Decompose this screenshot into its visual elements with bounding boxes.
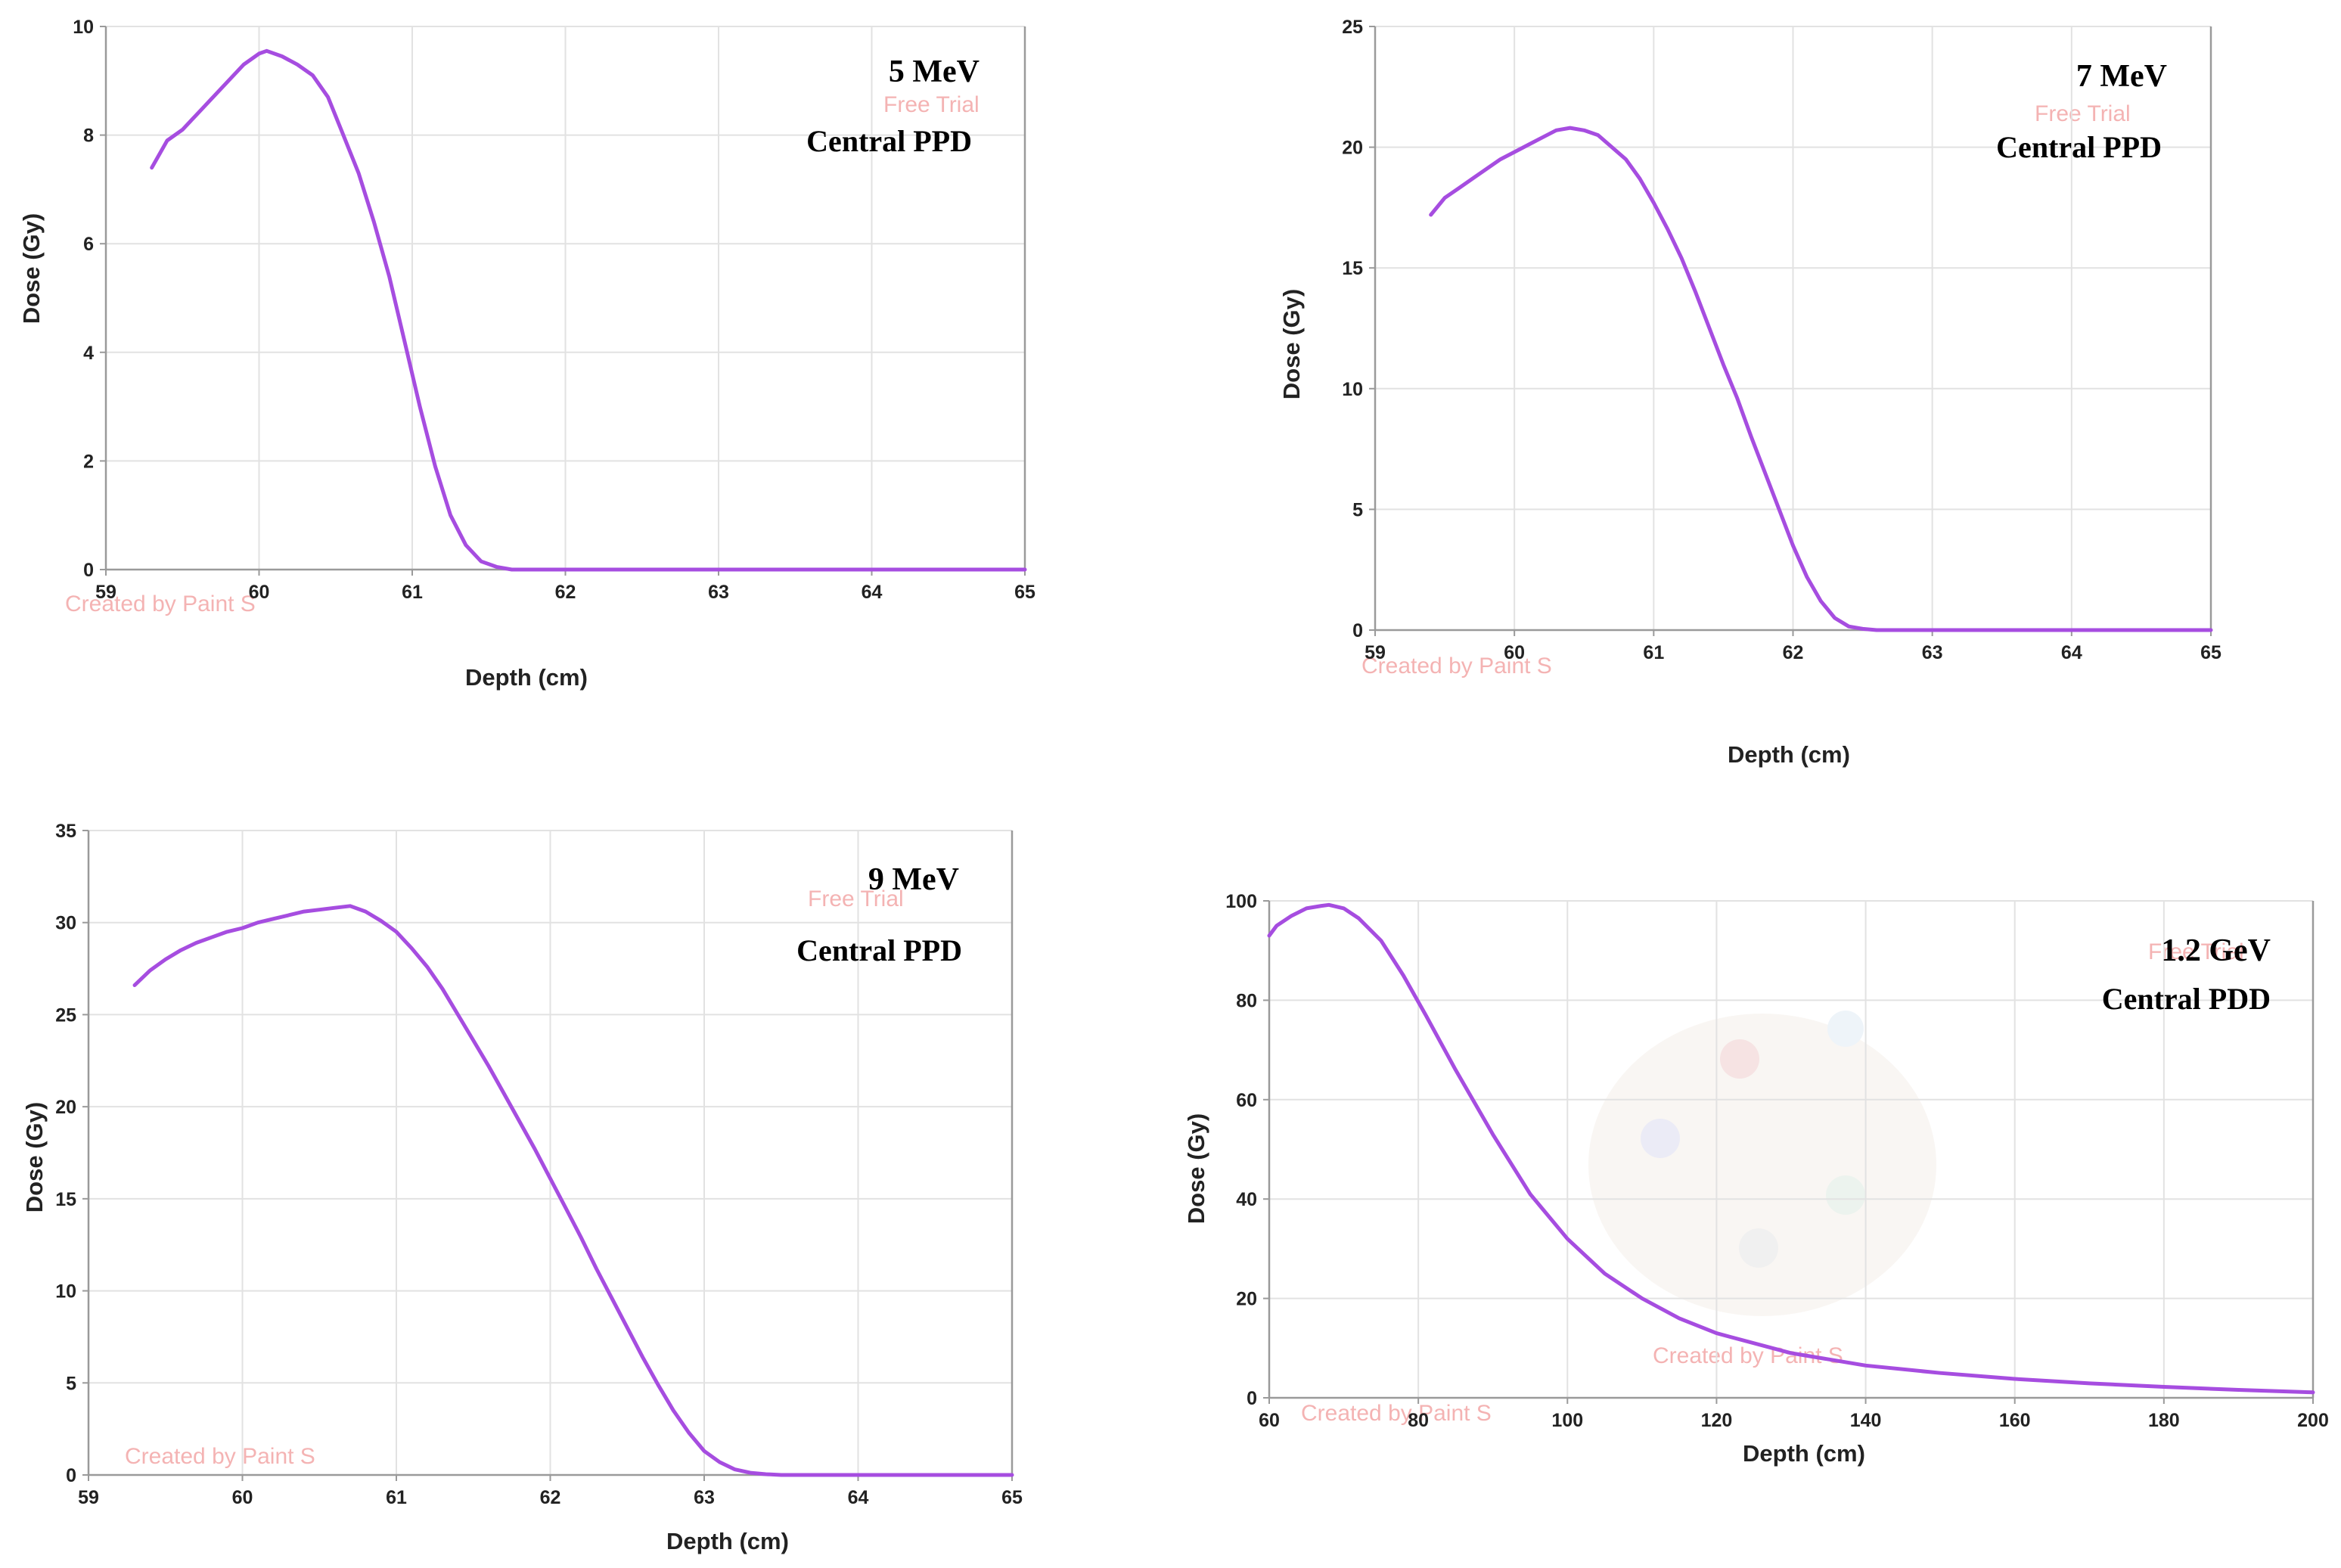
y-tick-label: 10 xyxy=(1342,379,1363,400)
chart-subtitle: Central PPD xyxy=(806,124,972,158)
x-tick-label: 200 xyxy=(2297,1410,2329,1431)
x-axis-title: Depth (cm) xyxy=(1743,1440,1865,1467)
y-tick-label: 100 xyxy=(1225,891,1257,912)
y-tick-label: 60 xyxy=(1236,1090,1257,1111)
y-axis-title: Dose (Gy) xyxy=(21,1102,48,1212)
x-tick-label: 62 xyxy=(555,582,576,603)
y-tick-label: 20 xyxy=(1342,138,1363,159)
y-tick-label: 8 xyxy=(83,126,94,147)
x-tick-label: 60 xyxy=(1259,1410,1280,1431)
x-tick-label: 59 xyxy=(95,582,116,603)
y-tick-label: 2 xyxy=(83,451,94,472)
y-tick-label: 0 xyxy=(1352,620,1363,641)
x-tick-label: 140 xyxy=(1850,1410,1882,1431)
y-tick-label: 30 xyxy=(55,913,76,934)
chart-7mev: Free Trial Created by Paint S 59 60 61 62 63… xyxy=(1278,17,2221,768)
y-tick-label: 6 xyxy=(83,234,94,255)
y-tick-label: 35 xyxy=(55,821,76,842)
chart-title: 9 MeV xyxy=(868,862,959,897)
watermark-created-by: Created by Paint S xyxy=(1301,1401,1492,1426)
x-tick-label: 160 xyxy=(1999,1410,2031,1431)
chart-subtitle: Central PPD xyxy=(1996,130,2162,164)
watermark-created-by: Created by Paint S xyxy=(1361,654,1552,678)
y-axis-title: Dose (Gy) xyxy=(18,213,45,324)
x-tick-label: 61 xyxy=(386,1487,407,1508)
y-tick-label: 15 xyxy=(55,1189,76,1210)
chart-subtitle: Central PPD xyxy=(796,933,962,967)
y-tick-label: 0 xyxy=(1247,1388,1257,1409)
x-tick-label: 61 xyxy=(1643,642,1664,663)
y-tick-label: 15 xyxy=(1342,258,1363,279)
x-tick-label: 62 xyxy=(1783,642,1804,663)
x-tick-label: 63 xyxy=(708,582,729,603)
x-tick-label: 60 xyxy=(232,1487,253,1508)
y-axis-title: Dose (Gy) xyxy=(1183,1113,1209,1224)
x-tick-label: 60 xyxy=(1504,642,1525,663)
x-tick-label: 65 xyxy=(1001,1487,1023,1508)
x-tick-label: 62 xyxy=(540,1487,561,1508)
y-tick-label: 40 xyxy=(1236,1189,1257,1210)
y-tick-label: 80 xyxy=(1236,990,1257,1011)
dose-curve-5mev xyxy=(150,48,1027,572)
chart-5mev: Free Trial Created by Paint S 59 60 61 62 63… xyxy=(18,17,1035,691)
paint-palette-watermark xyxy=(1588,1011,1936,1316)
chart-title: 5 MeV xyxy=(889,54,980,89)
chart-subtitle: Central PDD xyxy=(2102,982,2271,1016)
x-tick-label: 100 xyxy=(1551,1410,1583,1431)
y-tick-label: 0 xyxy=(83,560,94,581)
x-tick-label: 59 xyxy=(78,1487,99,1508)
dose-curve-1-2gev xyxy=(1267,902,2315,1395)
y-tick-label: 0 xyxy=(66,1465,76,1486)
y-tick-label: 10 xyxy=(73,17,94,38)
chart-1-2gev: Free Trial Created by Paint S Created by… xyxy=(1183,891,2329,1467)
watermark-free-trial: Free Trial xyxy=(808,886,904,911)
y-tick-label: 20 xyxy=(55,1097,76,1118)
y-tick-label: 5 xyxy=(66,1373,76,1394)
x-tick-label: 64 xyxy=(2061,642,2082,663)
x-tick-label: 64 xyxy=(848,1487,869,1508)
watermark-free-trial: Free Trial xyxy=(883,92,980,117)
x-tick-label: 60 xyxy=(249,582,270,603)
x-axis-title: Depth (cm) xyxy=(1728,741,1850,768)
x-tick-label: 180 xyxy=(2148,1410,2180,1431)
x-axis-title: Depth (cm) xyxy=(666,1528,789,1554)
y-tick-label: 5 xyxy=(1352,499,1363,520)
dose-curve-7mev xyxy=(1429,126,2213,632)
x-tick-label: 80 xyxy=(1408,1410,1429,1431)
x-tick-label: 64 xyxy=(862,582,883,603)
x-tick-label: 120 xyxy=(1701,1410,1733,1431)
y-tick-label: 4 xyxy=(83,343,94,364)
watermark-created-by: Created by Paint S xyxy=(125,1444,315,1469)
chart-title: 1.2 GeV xyxy=(2161,933,2271,968)
watermark-free-trial: Free Trial xyxy=(2035,101,2131,126)
chart-9mev: Free Trial Created by Paint S 59 60 61 62 63… xyxy=(21,821,1023,1554)
x-axis-title: Depth (cm) xyxy=(465,664,588,691)
x-tick-label: 59 xyxy=(1365,642,1386,663)
x-tick-label: 63 xyxy=(694,1487,715,1508)
x-tick-label: 63 xyxy=(1922,642,1943,663)
y-tick-label: 25 xyxy=(55,1004,76,1026)
y-tick-label: 20 xyxy=(1236,1289,1257,1310)
y-axis-title: Dose (Gy) xyxy=(1278,289,1305,399)
chart-title: 7 MeV xyxy=(2076,59,2167,94)
y-tick-label: 10 xyxy=(55,1281,76,1303)
y-tick-label: 25 xyxy=(1342,17,1363,38)
x-tick-label: 65 xyxy=(2200,642,2221,663)
x-tick-label: 61 xyxy=(402,582,423,603)
watermark-created-by: Created by Paint S xyxy=(65,591,256,616)
x-tick-label: 65 xyxy=(1014,582,1035,603)
dose-curve-9mev xyxy=(132,904,1014,1477)
